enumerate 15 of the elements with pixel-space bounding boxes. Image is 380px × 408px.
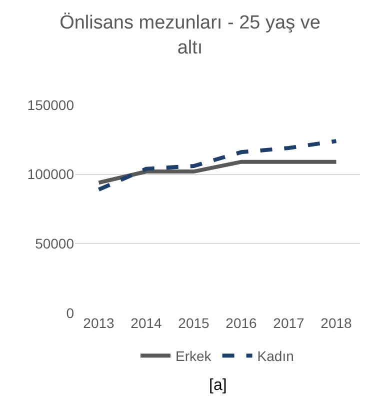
legend-label: Erkek <box>176 348 212 364</box>
x-tick-label: 2016 <box>226 315 258 331</box>
x-tick-label: 2018 <box>320 315 352 331</box>
x-tick-label: 2017 <box>273 315 305 331</box>
x-tick-label: 2015 <box>178 315 210 331</box>
chart-title: Önlisans mezunları - 25 yaş ve altı <box>60 12 320 58</box>
x-tick-label: 2014 <box>130 315 162 331</box>
x-tick-label: 2013 <box>83 315 115 331</box>
y-tick-label: 0 <box>66 304 74 321</box>
y-tick-label: 100000 <box>27 166 74 182</box>
line-series <box>96 139 338 192</box>
text: [a] <box>209 377 227 394</box>
y-tick-label: 150000 <box>27 96 74 113</box>
legend-label: Kadın <box>257 348 294 364</box>
y-tick-label: 50000 <box>35 236 74 252</box>
